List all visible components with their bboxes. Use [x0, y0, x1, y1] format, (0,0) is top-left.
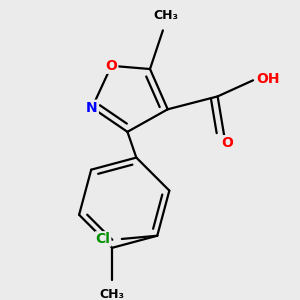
Text: OH: OH: [256, 72, 280, 86]
Text: Cl: Cl: [96, 232, 111, 246]
Text: O: O: [105, 59, 117, 73]
Text: N: N: [86, 101, 98, 115]
Text: CH₃: CH₃: [100, 288, 124, 300]
Text: CH₃: CH₃: [154, 9, 178, 22]
Text: O: O: [221, 136, 233, 150]
